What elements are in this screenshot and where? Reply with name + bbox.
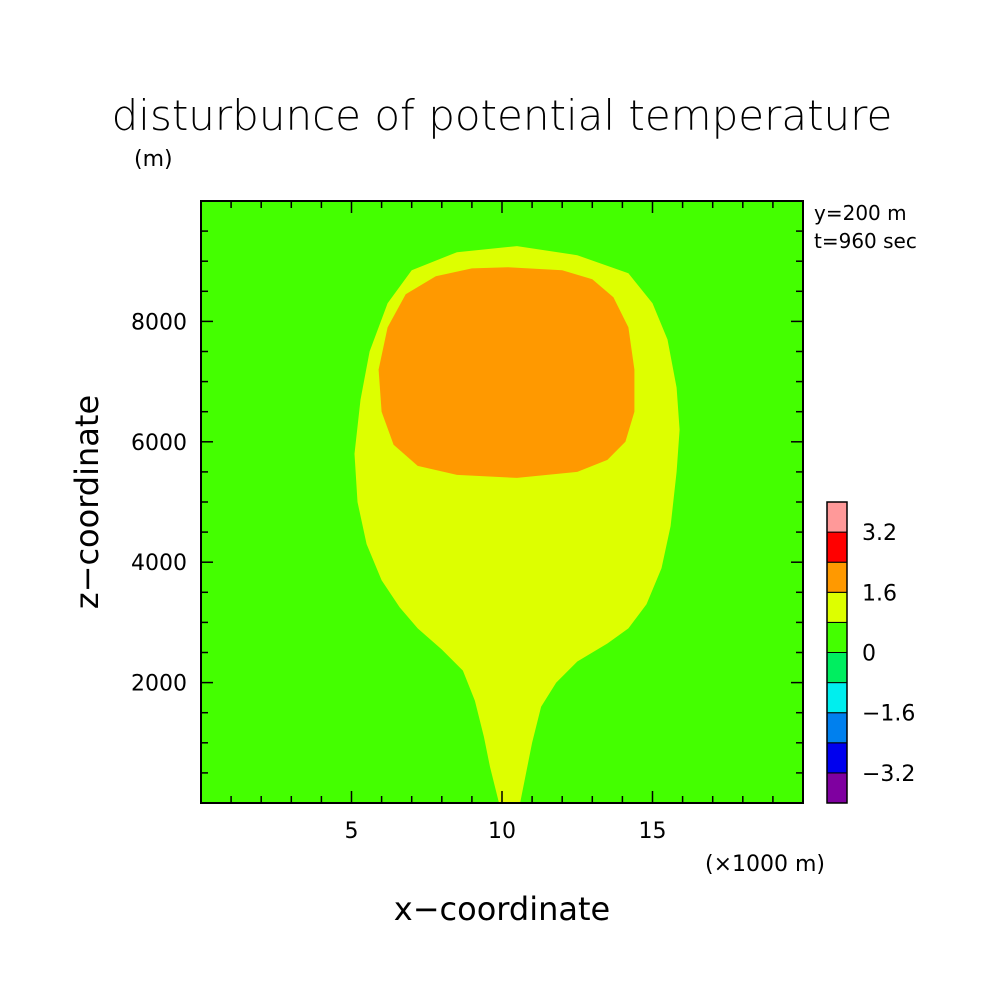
units-label: (m): [134, 147, 173, 172]
axis-ticks: [201, 201, 803, 803]
colorbar-swatch-7: [826, 561, 848, 593]
y-axis-label: z−coordinate: [68, 395, 106, 609]
colorbar-swatch-1: [826, 742, 848, 774]
y-tick-label: 2000: [131, 672, 187, 697]
annotations: y=200 m t=960 sec: [814, 201, 917, 253]
x-tick-label: 15: [639, 819, 667, 844]
colorbar-tick-label: −1.6: [862, 702, 915, 727]
x-tick-label: 10: [488, 819, 516, 844]
colorbar-tick-label: 0: [862, 642, 876, 667]
y-tick-label: 4000: [131, 551, 187, 576]
colorbar-tick-label: 1.6: [862, 581, 897, 606]
colorbar-swatch-8: [826, 531, 848, 563]
y-tick-label: 8000: [131, 310, 187, 335]
x-unit-note: (×1000 m): [705, 852, 825, 877]
colorbar-swatch-3: [826, 682, 848, 714]
x-tick-label: 5: [345, 819, 359, 844]
y-tick-label: 6000: [131, 431, 187, 456]
contour-region-1: [378, 267, 635, 478]
colorbar-swatch-6: [826, 591, 848, 623]
x-axis-label: x−coordinate: [394, 890, 610, 928]
colorbar-swatch-9: [826, 501, 848, 533]
colorbar-swatch-0: [826, 772, 848, 804]
plot-area: [200, 200, 804, 804]
contour-regions: [354, 246, 680, 804]
colorbar-frame: [826, 501, 848, 804]
annotation-t: t=960 sec: [814, 229, 917, 253]
colorbar-swatch-2: [826, 712, 848, 744]
chart-title: disturbunce of potential temperature: [112, 91, 893, 140]
colorbar-tick-label: −3.2: [862, 762, 915, 787]
colorbar-swatch-4: [826, 652, 848, 684]
colorbar: 3.2 1.6 0 −1.6 −3.2: [826, 501, 915, 804]
colorbar-tick-label: 3.2: [862, 521, 897, 546]
colorbar-swatch-5: [826, 621, 848, 654]
annotation-y: y=200 m: [814, 201, 907, 225]
